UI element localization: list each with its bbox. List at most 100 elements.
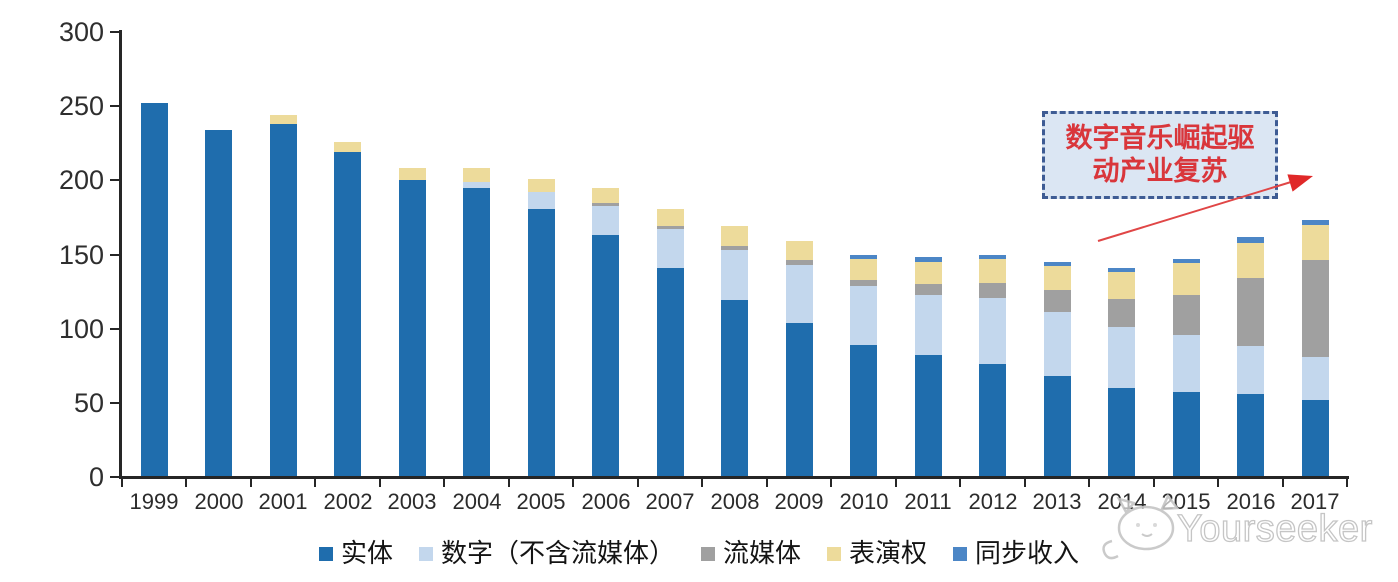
bar-2010-数字（不含流媒体）	[850, 286, 877, 345]
y-tick-50	[110, 402, 120, 404]
x-tick-1	[185, 478, 187, 487]
bar-1999-实体	[141, 103, 168, 477]
bar-2012-实体	[979, 364, 1006, 477]
x-tick-7	[572, 478, 574, 487]
x-tick-5	[443, 478, 445, 487]
legend-swatch-流媒体	[700, 547, 715, 561]
bar-2006-表演权	[592, 188, 619, 203]
y-tick-0	[110, 476, 120, 478]
bar-2016-同步收入	[1237, 237, 1264, 243]
y-axis-line	[119, 30, 122, 479]
bar-2011-同步收入	[915, 257, 942, 262]
legend-label-数字（不含流媒体）: 数字（不含流媒体）	[440, 539, 675, 568]
x-label-2006: 2006	[581, 489, 631, 514]
bar-2007-流媒体	[657, 226, 684, 229]
bar-2017-同步收入	[1302, 220, 1329, 225]
x-label-2002: 2002	[323, 489, 373, 514]
bar-2000-实体	[205, 130, 232, 477]
y-tick-100	[110, 328, 120, 330]
bar-2005-数字（不含流媒体）	[528, 192, 555, 209]
x-tick-14	[1024, 478, 1026, 487]
bar-2006-数字（不含流媒体）	[592, 206, 619, 235]
y-tick-label-50: 50	[73, 388, 104, 418]
x-tick-13	[959, 478, 961, 487]
bar-2016-流媒体	[1237, 278, 1264, 346]
x-label-2016: 2016	[1226, 489, 1276, 514]
bar-2007-数字（不含流媒体）	[657, 229, 684, 268]
annotation-callout: 数字音乐崛起驱 动产业复苏	[1042, 111, 1278, 199]
bar-2002-实体	[334, 152, 361, 477]
legend-swatch-表演权	[827, 547, 841, 561]
x-label-2003: 2003	[387, 489, 437, 514]
bar-2017-流媒体	[1302, 260, 1329, 357]
legend-item-数字（不含流媒体）: 数字（不含流媒体）	[418, 539, 675, 568]
y-tick-label-100: 100	[58, 314, 104, 344]
legend-item-流媒体: 流媒体	[700, 539, 801, 568]
x-label-2015: 2015	[1161, 489, 1211, 514]
x-label-2004: 2004	[452, 489, 502, 514]
bar-2015-实体	[1173, 392, 1200, 477]
y-tick-label-250: 250	[58, 91, 104, 121]
x-tick-15	[1088, 478, 1090, 487]
bar-2001-表演权	[270, 115, 297, 124]
annotation-text-line2: 动产业复苏	[1092, 156, 1228, 186]
x-label-2000: 2000	[194, 489, 244, 514]
legend-label-同步收入: 同步收入	[975, 539, 1080, 568]
bar-2008-表演权	[721, 226, 748, 246]
bar-2005-表演权	[528, 179, 555, 192]
x-tick-3	[314, 478, 316, 487]
bar-2017-实体	[1302, 400, 1329, 477]
x-axis-line	[119, 476, 1349, 479]
x-tick-9	[701, 478, 703, 487]
x-tick-0	[121, 478, 123, 487]
bar-2002-表演权	[334, 142, 361, 152]
bar-2005-实体	[528, 209, 555, 477]
annotation-text-line1: 数字音乐崛起驱	[1065, 123, 1255, 153]
legend-swatch-实体	[318, 547, 333, 561]
bar-2011-表演权	[915, 262, 942, 284]
bar-2009-流媒体	[786, 260, 813, 265]
legend-item-实体: 实体	[318, 539, 393, 568]
x-tick-17	[1217, 478, 1219, 487]
x-tick-16	[1153, 478, 1155, 487]
bar-2016-表演权	[1237, 243, 1264, 278]
bar-2008-流媒体	[721, 246, 748, 250]
bar-2013-表演权	[1044, 266, 1071, 290]
y-tick-label-200: 200	[58, 165, 104, 195]
x-label-2014: 2014	[1097, 489, 1147, 514]
bar-2008-实体	[721, 300, 748, 477]
x-tick-2	[250, 478, 252, 487]
x-tick-11	[830, 478, 832, 487]
legend-swatch-同步收入	[953, 547, 968, 561]
x-tick-12	[895, 478, 897, 487]
y-tick-200	[110, 179, 120, 181]
legend-label-流媒体: 流媒体	[722, 539, 801, 568]
x-tick-4	[379, 478, 381, 487]
x-label-2013: 2013	[1032, 489, 1082, 514]
bar-2010-流媒体	[850, 280, 877, 286]
legend-label-实体: 实体	[340, 539, 393, 568]
bar-2004-表演权	[463, 168, 490, 182]
x-tick-19	[1346, 478, 1348, 487]
x-label-2017: 2017	[1290, 489, 1340, 514]
bar-2012-数字（不含流媒体）	[979, 298, 1006, 364]
bar-2011-数字（不含流媒体）	[915, 295, 942, 355]
x-tick-8	[637, 478, 639, 487]
bar-2007-实体	[657, 268, 684, 477]
bar-2014-表演权	[1108, 272, 1135, 299]
bar-2017-数字（不含流媒体）	[1302, 357, 1329, 400]
y-tick-label-0: 0	[88, 462, 104, 492]
bar-2017-表演权	[1302, 225, 1329, 260]
bar-2016-实体	[1237, 394, 1264, 477]
y-tick-label-150: 150	[58, 240, 104, 270]
bar-2009-表演权	[786, 241, 813, 260]
bar-2010-同步收入	[850, 255, 877, 259]
bar-2004-数字（不含流媒体）	[463, 182, 490, 188]
bar-2004-实体	[463, 188, 490, 477]
bar-2014-流媒体	[1108, 299, 1135, 327]
x-tick-18	[1282, 478, 1284, 487]
legend-swatch-数字（不含流媒体）	[418, 547, 433, 561]
bar-2001-实体	[270, 124, 297, 477]
legend-item-表演权: 表演权	[827, 541, 927, 567]
bar-2011-实体	[915, 355, 942, 477]
